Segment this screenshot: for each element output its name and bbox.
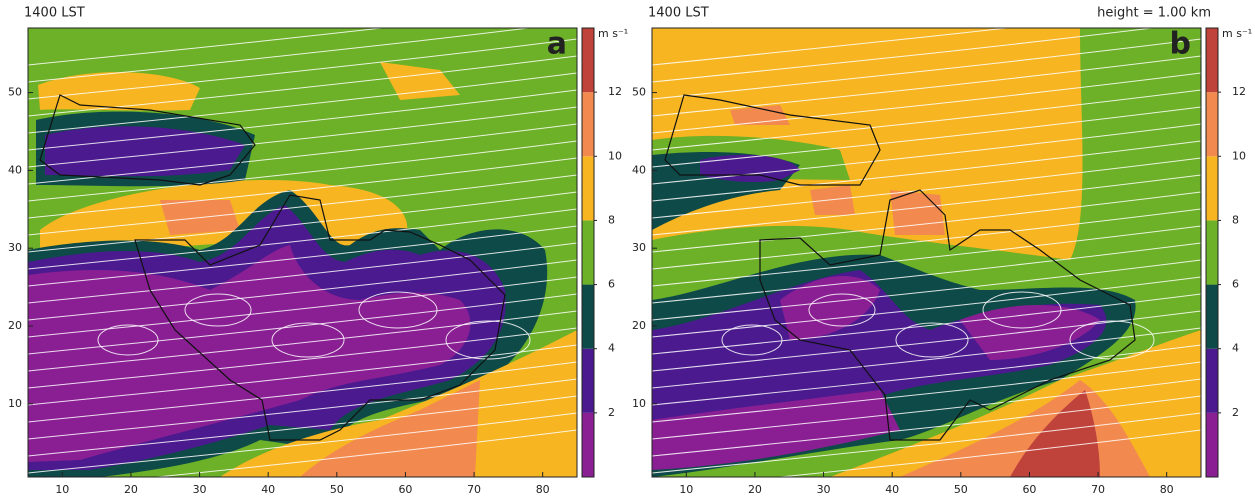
colorbar-segment (1206, 156, 1218, 220)
x-tick-label: 80 (1160, 483, 1174, 496)
colorbar-tick-label: 2 (608, 406, 615, 419)
colorbar-tick-label: 10 (608, 149, 622, 162)
x-tick-label: 80 (536, 483, 550, 496)
colorbar-tick-label: 10 (1232, 149, 1246, 162)
panel-title: 1400 LST (648, 6, 709, 21)
y-tick-label: 30 (8, 241, 22, 254)
field-b (652, 28, 1201, 477)
y-tick-label: 10 (632, 397, 646, 410)
colorbar-tick-label: 6 (608, 278, 615, 291)
colorbar-segment (582, 156, 594, 220)
colorbar-tick-label: 4 (1232, 342, 1239, 355)
colorbar-segment (1206, 349, 1218, 413)
panel-tag: b (1170, 27, 1191, 62)
x-tick-label: 10 (679, 483, 693, 496)
colorbar-segment (582, 28, 594, 92)
x-tick-label: 30 (817, 483, 831, 496)
x-tick-label: 50 (954, 483, 968, 496)
colorbar-segment (1206, 28, 1218, 92)
x-tick-label: 30 (193, 483, 207, 496)
colorbar-segment (1206, 285, 1218, 349)
colorbar-tick-label: 12 (608, 85, 622, 98)
y-tick-label: 50 (632, 86, 646, 99)
panel-subtitle: height = 1.00 km (1097, 6, 1211, 21)
colorbar-tick-label: 8 (1232, 213, 1239, 226)
colorbar-segment (1206, 220, 1218, 284)
colorbar-segment (582, 92, 594, 156)
colorbar-segment (582, 349, 594, 413)
figure: 1400 LST a 10 20 30 40 50 60 70 80 10 20 30 40 50 2 4 6 8 1… (0, 0, 1255, 497)
x-tick-label: 40 (261, 483, 275, 496)
colorbar-tick-label: 4 (608, 342, 615, 355)
colorbar-tick-label: 8 (608, 213, 615, 226)
colorbar-tick-label: 2 (1232, 406, 1239, 419)
y-tick-label: 50 (8, 86, 22, 99)
x-tick-label: 70 (1091, 483, 1105, 496)
colorbar-tick-label: 6 (1232, 278, 1239, 291)
x-tick-label: 10 (55, 483, 69, 496)
x-tick-label: 60 (398, 483, 412, 496)
colorbar-unit: m s⁻¹ (1222, 27, 1252, 40)
y-tick-label: 20 (8, 319, 22, 332)
x-tick-label: 50 (330, 483, 344, 496)
colorbar-segment (1206, 92, 1218, 156)
colorbar-segment (582, 413, 594, 477)
x-tick-label: 60 (1022, 483, 1036, 496)
x-tick-label: 20 (124, 483, 138, 496)
y-tick-label: 40 (8, 163, 22, 176)
panel-tag: a (547, 27, 567, 62)
x-tick-label: 70 (467, 483, 481, 496)
colorbar-segment (1206, 413, 1218, 477)
panel-title: 1400 LST (24, 6, 85, 21)
y-tick-label: 20 (632, 319, 646, 332)
colorbar-segment (582, 220, 594, 284)
colorbar-segment (582, 285, 594, 349)
colorbar-unit: m s⁻¹ (598, 27, 628, 40)
x-tick-label: 40 (885, 483, 899, 496)
x-tick-label: 20 (748, 483, 762, 496)
y-tick-label: 10 (8, 397, 22, 410)
y-tick-label: 40 (632, 163, 646, 176)
y-tick-label: 30 (632, 241, 646, 254)
colorbar-tick-label: 12 (1232, 85, 1246, 98)
field-a (28, 28, 577, 477)
